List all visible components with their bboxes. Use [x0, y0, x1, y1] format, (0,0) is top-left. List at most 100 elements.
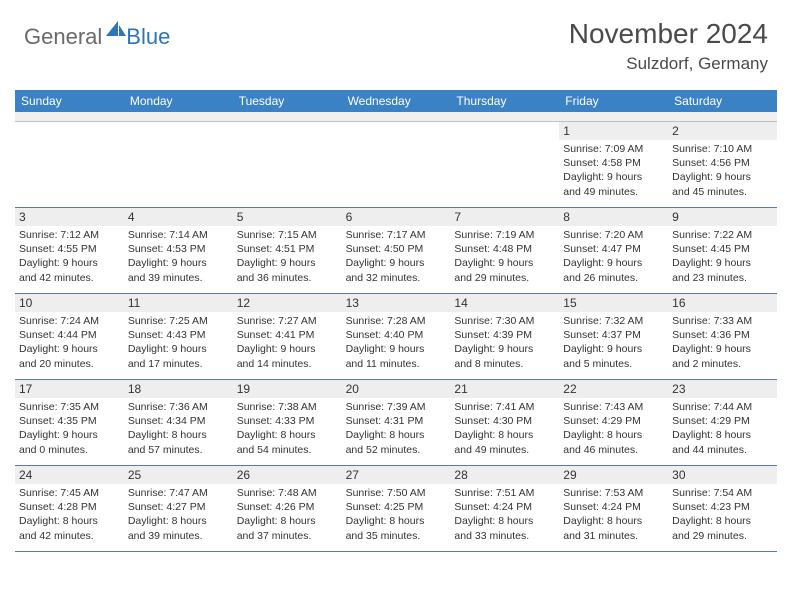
day-info: Sunrise: 7:27 AMSunset: 4:41 PMDaylight:…: [237, 314, 338, 371]
day-info: Sunrise: 7:38 AMSunset: 4:33 PMDaylight:…: [237, 400, 338, 457]
weekday-header-row: Sunday Monday Tuesday Wednesday Thursday…: [15, 90, 777, 112]
day-dl1: Daylight: 9 hours: [454, 342, 555, 356]
day-ss: Sunset: 4:48 PM: [454, 242, 555, 256]
day-number: 18: [124, 380, 233, 398]
day-dl1: Daylight: 8 hours: [128, 428, 229, 442]
day-sr: Sunrise: 7:28 AM: [346, 314, 447, 328]
day-dl2: and 57 minutes.: [128, 443, 229, 457]
day-dl2: and 2 minutes.: [672, 357, 773, 371]
day-cell: 10 Sunrise: 7:24 AMSunset: 4:44 PMDayligh…: [15, 294, 124, 380]
day-sr: Sunrise: 7:44 AM: [672, 400, 773, 414]
day-sr: Sunrise: 7:22 AM: [672, 228, 773, 242]
day-number: 25: [124, 466, 233, 484]
day-info: Sunrise: 7:19 AMSunset: 4:48 PMDaylight:…: [454, 228, 555, 285]
day-ss: Sunset: 4:29 PM: [563, 414, 664, 428]
weekday-label: Wednesday: [342, 90, 451, 112]
day-cell: 26Sunrise: 7:48 AMSunset: 4:26 PMDayligh…: [233, 466, 342, 552]
day-cell: 12Sunrise: 7:27 AMSunset: 4:41 PMDayligh…: [233, 294, 342, 380]
day-dl1: Daylight: 9 hours: [128, 342, 229, 356]
day-sr: Sunrise: 7:48 AM: [237, 486, 338, 500]
day-number: 16: [668, 294, 777, 312]
day-dl1: Daylight: 8 hours: [563, 428, 664, 442]
day-dl1: Daylight: 9 hours: [563, 342, 664, 356]
day-dl1: Daylight: 9 hours: [672, 170, 773, 184]
day-dl1: Daylight: 9 hours: [128, 256, 229, 270]
day-cell: 27Sunrise: 7:50 AMSunset: 4:25 PMDayligh…: [342, 466, 451, 552]
title-block: November 2024 Sulzdorf, Germany: [569, 18, 768, 74]
day-dl1: Daylight: 9 hours: [19, 342, 120, 356]
day-cell: 9Sunrise: 7:22 AMSunset: 4:45 PMDaylight…: [668, 208, 777, 294]
day-ss: Sunset: 4:25 PM: [346, 500, 447, 514]
day-number: 10: [15, 294, 124, 312]
day-sr: Sunrise: 7:15 AM: [237, 228, 338, 242]
day-cell: 1Sunrise: 7:09 AMSunset: 4:58 PMDaylight…: [559, 122, 668, 208]
page-header: General Blue November 2024 Sulzdorf, Ger…: [0, 0, 792, 82]
day-ss: Sunset: 4:44 PM: [19, 328, 120, 342]
weekday-label: Tuesday: [233, 90, 342, 112]
day-number: 6: [342, 208, 451, 226]
day-number: 14: [450, 294, 559, 312]
day-sr: Sunrise: 7:38 AM: [237, 400, 338, 414]
weekday-label: Thursday: [450, 90, 559, 112]
day-info: Sunrise: 7:22 AMSunset: 4:45 PMDaylight:…: [672, 228, 773, 285]
day-info: Sunrise: 7:50 AMSunset: 4:25 PMDaylight:…: [346, 486, 447, 543]
day-dl2: and 46 minutes.: [563, 443, 664, 457]
day-ss: Sunset: 4:35 PM: [19, 414, 120, 428]
day-sr: Sunrise: 7:25 AM: [128, 314, 229, 328]
day-cell: 18Sunrise: 7:36 AMSunset: 4:34 PMDayligh…: [124, 380, 233, 466]
day-cell: 11Sunrise: 7:25 AMSunset: 4:43 PMDayligh…: [124, 294, 233, 380]
day-info: Sunrise: 7:25 AMSunset: 4:43 PMDaylight:…: [128, 314, 229, 371]
day-number: 8: [559, 208, 668, 226]
weekday-label: Monday: [124, 90, 233, 112]
calendar-week-row: 10 Sunrise: 7:24 AMSunset: 4:44 PMDayligh…: [15, 294, 777, 380]
day-dl2: and 49 minutes.: [454, 443, 555, 457]
day-sr: Sunrise: 7:33 AM: [672, 314, 773, 328]
day-info: Sunrise: 7:15 AMSunset: 4:51 PMDaylight:…: [237, 228, 338, 285]
day-dl1: Daylight: 8 hours: [454, 428, 555, 442]
day-cell: 22Sunrise: 7:43 AMSunset: 4:29 PMDayligh…: [559, 380, 668, 466]
day-dl1: Daylight: 9 hours: [672, 256, 773, 270]
day-number: 29: [559, 466, 668, 484]
day-dl2: and 26 minutes.: [563, 271, 664, 285]
day-dl2: and 35 minutes.: [346, 529, 447, 543]
day-info: Sunrise: 7:09 AMSunset: 4:58 PMDaylight:…: [563, 142, 664, 199]
day-dl1: Daylight: 8 hours: [346, 428, 447, 442]
day-dl2: and 49 minutes.: [563, 185, 664, 199]
day-number: 30: [668, 466, 777, 484]
weekday-label: Sunday: [15, 90, 124, 112]
day-number: 4: [124, 208, 233, 226]
day-ss: Sunset: 4:24 PM: [454, 500, 555, 514]
day-sr: Sunrise: 7:32 AM: [563, 314, 664, 328]
day-sr: Sunrise: 7:12 AM: [19, 228, 120, 242]
day-number: 23: [668, 380, 777, 398]
day-cell: [342, 122, 451, 208]
day-info: Sunrise: 7:20 AMSunset: 4:47 PMDaylight:…: [563, 228, 664, 285]
day-dl2: and 5 minutes.: [563, 357, 664, 371]
day-number: 17: [15, 380, 124, 398]
day-dl2: and 52 minutes.: [346, 443, 447, 457]
day-number: 15: [559, 294, 668, 312]
day-number: 28: [450, 466, 559, 484]
day-dl2: and 0 minutes.: [19, 443, 120, 457]
day-dl1: Daylight: 8 hours: [454, 514, 555, 528]
day-ss: Sunset: 4:33 PM: [237, 414, 338, 428]
day-cell: 16Sunrise: 7:33 AMSunset: 4:36 PMDayligh…: [668, 294, 777, 380]
day-info: Sunrise: 7:12 AMSunset: 4:55 PMDaylight:…: [19, 228, 120, 285]
day-cell: 29 Sunrise: 7:53 AMSunset: 4:24 PMDayligh…: [559, 466, 668, 552]
day-info: Sunrise: 7:24 AMSunset: 4:44 PMDaylight:…: [19, 314, 120, 371]
day-dl2: and 29 minutes.: [672, 529, 773, 543]
day-ss: Sunset: 4:41 PM: [237, 328, 338, 342]
day-dl1: Daylight: 9 hours: [237, 256, 338, 270]
day-dl2: and 39 minutes.: [128, 271, 229, 285]
day-info: Sunrise: 7:53 AMSunset: 4:24 PMDaylight:…: [563, 486, 664, 543]
day-cell: 4Sunrise: 7:14 AMSunset: 4:53 PMDaylight…: [124, 208, 233, 294]
day-dl2: and 31 minutes.: [563, 529, 664, 543]
calendar-week-row: 3Sunrise: 7:12 AMSunset: 4:55 PMDaylight…: [15, 208, 777, 294]
day-dl2: and 44 minutes.: [672, 443, 773, 457]
logo: General Blue: [24, 24, 170, 50]
day-dl1: Daylight: 9 hours: [237, 342, 338, 356]
day-sr: Sunrise: 7:10 AM: [672, 142, 773, 156]
day-ss: Sunset: 4:28 PM: [19, 500, 120, 514]
day-cell: 19Sunrise: 7:38 AMSunset: 4:33 PMDayligh…: [233, 380, 342, 466]
day-number: 5: [233, 208, 342, 226]
